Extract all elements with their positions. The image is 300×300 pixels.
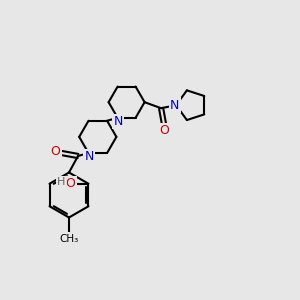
Text: N: N xyxy=(170,99,179,112)
Text: N: N xyxy=(84,150,94,163)
Text: O: O xyxy=(65,177,75,190)
Text: H: H xyxy=(57,177,66,187)
Text: O: O xyxy=(159,124,169,137)
Text: N: N xyxy=(113,115,123,128)
Text: CH₃: CH₃ xyxy=(59,233,79,244)
Text: O: O xyxy=(51,145,60,158)
